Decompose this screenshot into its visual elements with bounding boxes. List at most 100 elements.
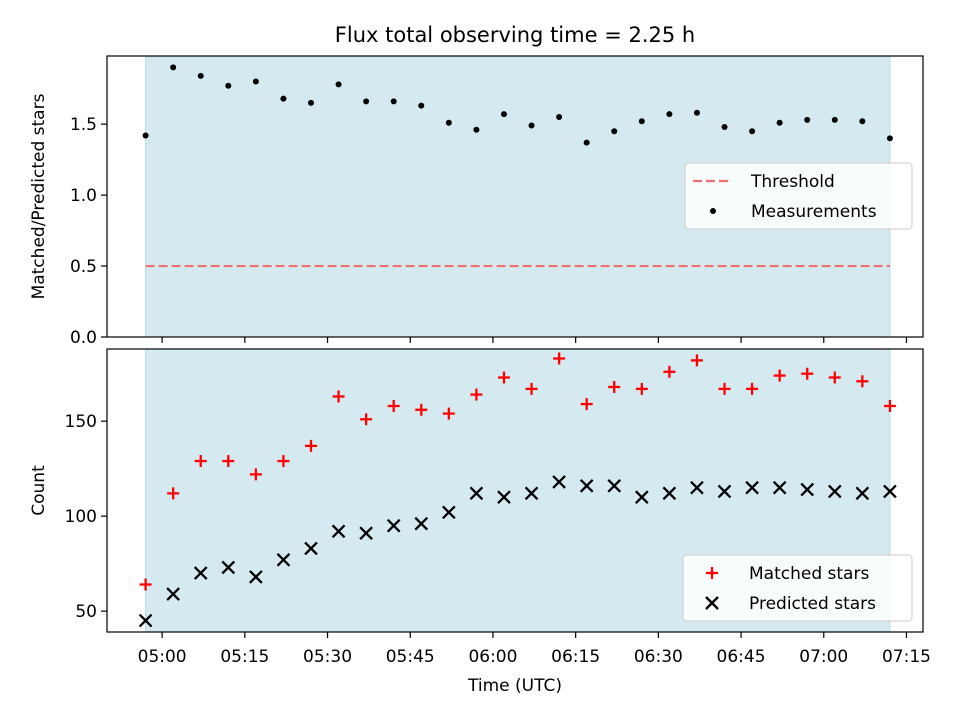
- data-point: [800, 482, 815, 497]
- data-point: [801, 367, 814, 380]
- data-point: [445, 119, 452, 126]
- data-point: [859, 118, 866, 125]
- legend-entry: Predicted stars: [705, 594, 876, 614]
- data-point: [360, 413, 373, 426]
- data-point: [142, 132, 149, 139]
- data-point: [608, 380, 621, 393]
- data-point: [139, 578, 152, 591]
- legend-label: Threshold: [750, 172, 835, 192]
- marker-stroke: [579, 478, 594, 493]
- marker-stroke: [331, 524, 346, 539]
- data-point: [776, 119, 783, 126]
- legend-entry: Threshold: [693, 172, 835, 192]
- data-point: [607, 478, 622, 493]
- data-point: [225, 82, 232, 89]
- data-point: [276, 553, 291, 567]
- data-point: [280, 95, 287, 102]
- data-point: [718, 382, 731, 395]
- x-tick-label: 05:30: [303, 647, 352, 667]
- legend-box: [684, 162, 913, 230]
- data-point: [717, 484, 732, 499]
- marker-stroke: [662, 486, 677, 501]
- data-point: [415, 403, 428, 416]
- x-axis-label: Time (UTC): [467, 676, 562, 696]
- data-point: [500, 111, 507, 118]
- x-tick-label: 05:00: [138, 647, 187, 667]
- data-point: [497, 371, 510, 384]
- data-point: [883, 399, 896, 412]
- x-tick-label: 06:45: [717, 647, 766, 667]
- marker-stroke: [690, 480, 704, 495]
- data-point: [856, 375, 869, 388]
- marker-stroke: [249, 570, 263, 584]
- y-tick-label: 50: [75, 602, 97, 622]
- data-point: [249, 468, 262, 481]
- data-point: [332, 390, 345, 403]
- data-point: [553, 352, 566, 365]
- y-tick-label: 1.0: [70, 186, 97, 206]
- marker-stroke: [386, 518, 401, 533]
- axes-frame: [106, 55, 924, 338]
- legend-box: [682, 554, 913, 622]
- chart-title: Flux total observing time = 2.25 h: [335, 23, 695, 47]
- y-axis-label: Matched/Predicted stars: [29, 93, 49, 299]
- data-point: [222, 455, 235, 468]
- legend-label: Predicted stars: [749, 594, 876, 614]
- data-point: [773, 369, 786, 382]
- data-point: [497, 490, 511, 504]
- marker-stroke: [442, 505, 456, 520]
- data-point: [167, 487, 180, 500]
- legend-entry: Matched stars: [706, 564, 869, 584]
- x-tick-label: 06:30: [634, 647, 683, 667]
- marker-stroke: [827, 484, 842, 499]
- data-point: [580, 398, 593, 411]
- data-point: [442, 505, 456, 520]
- data-point: [386, 518, 401, 533]
- marker-stroke: [855, 486, 870, 501]
- marker-stroke: [166, 587, 180, 601]
- data-point: [138, 613, 153, 628]
- data-point: [883, 484, 897, 499]
- y-tick-label: 150: [65, 412, 97, 432]
- data-point: [662, 486, 677, 501]
- data-point: [579, 478, 594, 493]
- ratio-panel: 0.0 0.5 1.0 1.5 Matched/Predicted stars Thres…: [29, 55, 924, 348]
- data-point: [690, 480, 704, 495]
- data-point: [418, 102, 425, 109]
- series-measurements: [142, 64, 893, 146]
- series-matched-stars: [139, 352, 896, 591]
- series-predicted-stars: [138, 475, 897, 628]
- data-point: [831, 116, 838, 123]
- legend-label: Measurements: [751, 202, 877, 222]
- data-point: [528, 122, 535, 129]
- legend: Matched stars Predicted stars: [682, 554, 913, 622]
- data-point: [331, 524, 346, 539]
- marker-stroke: [276, 553, 291, 567]
- marker-stroke: [138, 613, 153, 628]
- data-point: [469, 486, 484, 501]
- data-point: [635, 382, 648, 395]
- data-point: [252, 78, 259, 85]
- data-point: [749, 128, 756, 135]
- data-point: [855, 486, 870, 501]
- legend-swatch: [705, 596, 719, 610]
- marker-stroke: [524, 486, 539, 501]
- legend-label: Matched stars: [749, 564, 869, 584]
- data-point: [690, 354, 703, 367]
- data-point: [525, 382, 538, 395]
- marker-stroke: [469, 486, 484, 501]
- marker-stroke: [745, 480, 759, 495]
- marker-stroke: [359, 526, 373, 541]
- axes-frame: [106, 348, 924, 633]
- marker-stroke: [221, 560, 236, 575]
- data-point: [583, 139, 590, 146]
- marker-stroke: [414, 516, 429, 531]
- data-point: [746, 382, 759, 395]
- y-tick-label: 1.5: [70, 115, 97, 135]
- x-tick-label: 05:15: [220, 647, 269, 667]
- data-point: [721, 123, 728, 130]
- x-tick-label: 07:15: [882, 647, 931, 667]
- marker-stroke: [717, 484, 732, 499]
- data-point: [638, 118, 645, 125]
